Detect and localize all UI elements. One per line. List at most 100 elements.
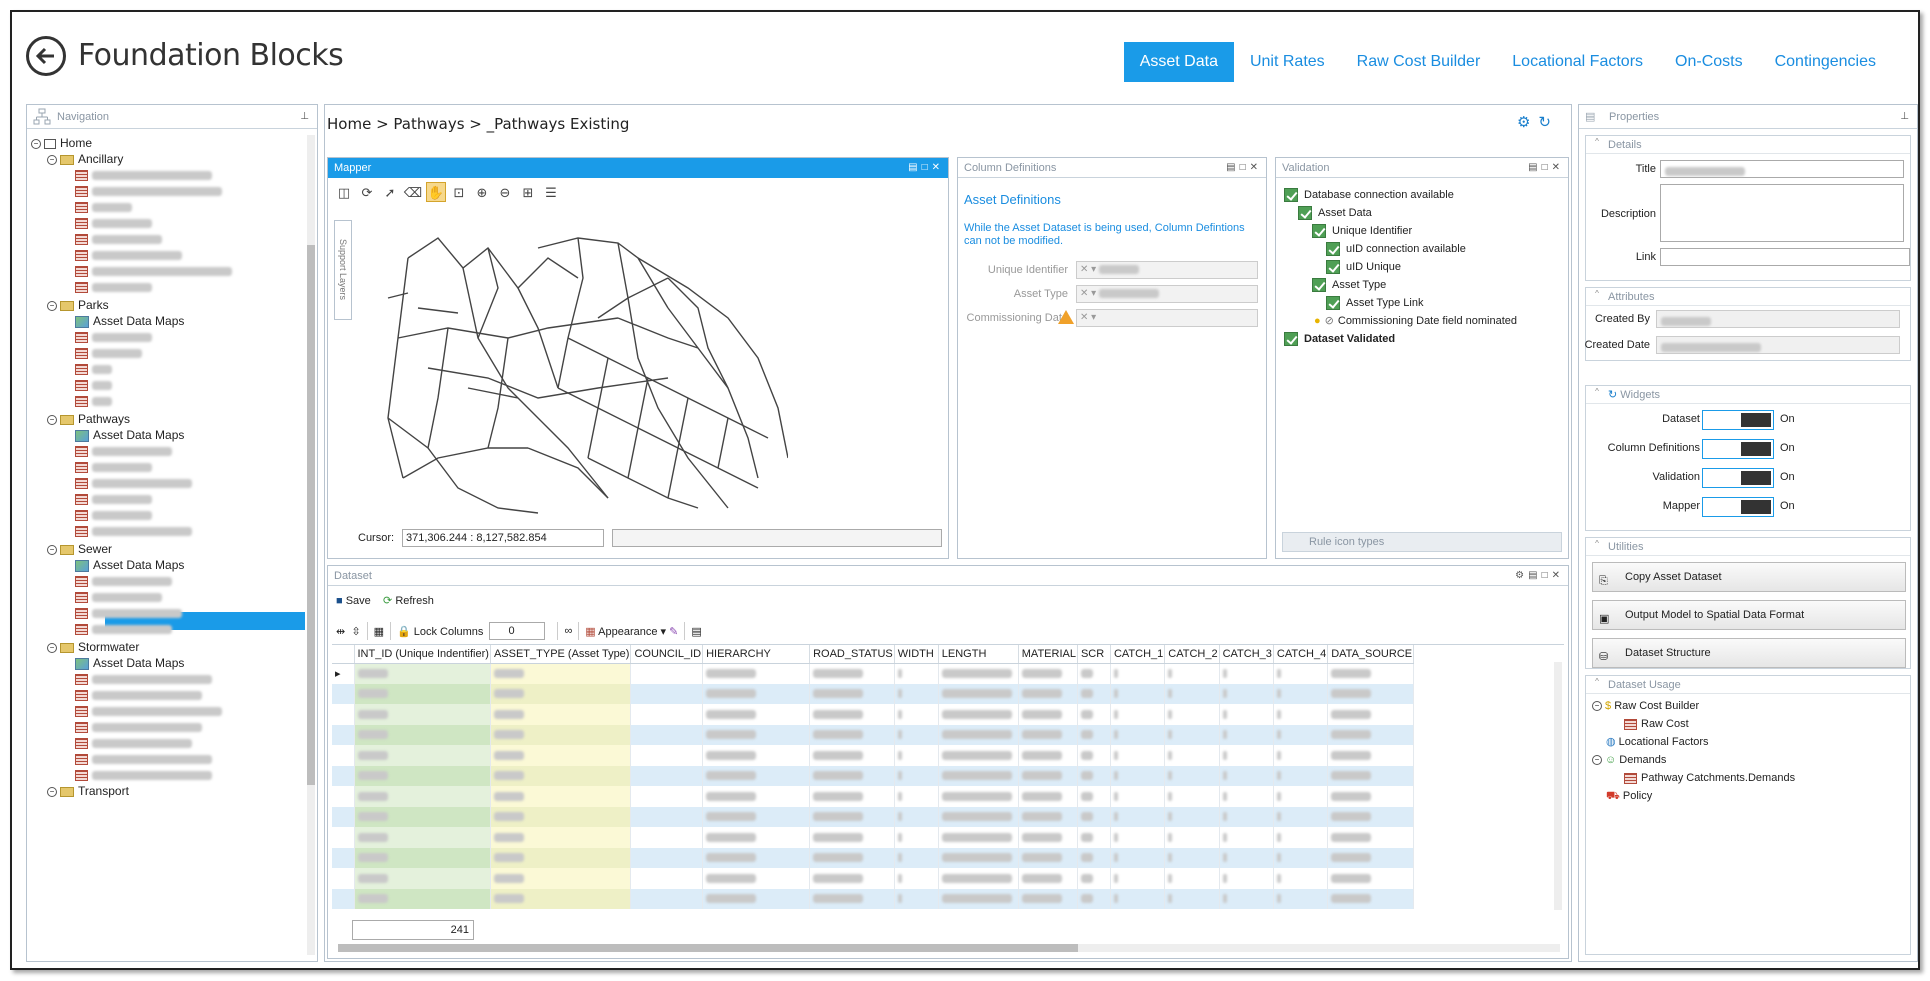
tree-node-transport[interactable]: − Transport (47, 783, 129, 799)
tree-node-item[interactable] (75, 687, 202, 703)
tree-node-item[interactable] (75, 263, 232, 279)
tree-node-pathways-maps[interactable]: Asset Data Maps (75, 427, 184, 443)
table-cell[interactable] (894, 704, 939, 725)
table-cell[interactable] (354, 868, 491, 889)
table-cell[interactable] (894, 827, 939, 848)
table-cell[interactable] (1273, 663, 1329, 684)
table-cell[interactable] (1327, 683, 1415, 704)
table-cell[interactable] (1219, 765, 1274, 786)
table-cell[interactable] (702, 786, 811, 807)
table-row[interactable] (332, 868, 1415, 889)
table-cell[interactable] (1077, 847, 1111, 868)
table-cell[interactable] (809, 888, 895, 909)
zoom-window-icon[interactable]: ⊡ (453, 185, 465, 200)
usage-item-raw-cost-builder[interactable]: − $ Raw Cost Builder (1592, 698, 1699, 714)
table-cell[interactable] (1219, 683, 1274, 704)
table-cell[interactable] (894, 806, 939, 827)
collapse-icon[interactable]: − (47, 154, 57, 165)
table-row[interactable] (332, 704, 1415, 725)
column-header[interactable]: SCR (1077, 645, 1111, 664)
table-cell[interactable] (938, 704, 1019, 725)
tree-node-item[interactable] (75, 735, 192, 751)
table-cell[interactable] (1273, 765, 1329, 786)
table-cell[interactable] (894, 786, 939, 807)
table-cell[interactable] (1018, 786, 1078, 807)
tree-node-item[interactable] (75, 523, 192, 539)
usage-item-raw-cost[interactable]: Raw Cost (1624, 716, 1689, 732)
table-cell[interactable] (1327, 827, 1415, 848)
table-cell[interactable] (630, 786, 704, 807)
table-cell[interactable] (938, 683, 1019, 704)
tree-node-item[interactable] (75, 329, 152, 345)
table-cell[interactable] (490, 724, 632, 745)
table-cell[interactable] (1110, 683, 1166, 704)
table-cell[interactable] (702, 745, 811, 766)
pin-icon[interactable]: ⊥ (300, 111, 313, 122)
tree-node-item[interactable] (75, 751, 212, 767)
table-cell[interactable] (702, 683, 811, 704)
table-cell[interactable] (490, 765, 632, 786)
zoom-extent-icon[interactable]: ⊞ (522, 185, 534, 200)
table-cell[interactable] (1327, 888, 1415, 909)
table-cell[interactable] (894, 847, 939, 868)
table-cell[interactable] (1018, 847, 1078, 868)
table-cell[interactable] (354, 786, 491, 807)
table-cell[interactable] (490, 683, 632, 704)
column-header[interactable]: HIERARCHY (702, 645, 811, 664)
table-cell[interactable] (809, 683, 895, 704)
tree-node-item[interactable] (75, 767, 212, 783)
tree-node-sewer-maps[interactable]: Asset Data Maps (75, 557, 184, 573)
maximize-icon[interactable]: □ (1541, 162, 1552, 173)
print-icon[interactable]: ▤ (1226, 162, 1240, 173)
table-cell[interactable] (1327, 806, 1415, 827)
table-cell[interactable] (894, 868, 939, 889)
usage-item-locational-factors[interactable]: ◍ Locational Factors (1606, 734, 1709, 750)
table-cell[interactable] (490, 868, 632, 889)
tab-on-costs[interactable]: On-Costs (1675, 53, 1743, 70)
attributes-header[interactable]: Attributes (1586, 288, 1910, 306)
table-cell[interactable] (1273, 847, 1329, 868)
back-button[interactable] (26, 36, 66, 76)
table-cell[interactable] (630, 847, 704, 868)
table-cell[interactable] (1077, 888, 1111, 909)
unique-identifier-select[interactable]: ✕ ▾ (1076, 261, 1258, 279)
grid-horizontal-scrollbar-thumb[interactable] (338, 944, 1078, 952)
table-cell[interactable] (630, 724, 704, 745)
table-cell[interactable] (490, 786, 632, 807)
table-cell[interactable] (894, 745, 939, 766)
refresh-icon[interactable]: ↻ (1538, 114, 1559, 131)
rule-icon-types-bar[interactable]: Rule icon types (1282, 532, 1562, 552)
table-cell[interactable] (1077, 868, 1111, 889)
table-cell[interactable] (1018, 806, 1078, 827)
table-row[interactable] (332, 745, 1415, 766)
table-cell[interactable] (1110, 847, 1166, 868)
table-cell[interactable] (938, 663, 1019, 684)
column-header[interactable]: ASSET_TYPE (Asset Type) (490, 645, 632, 664)
table-cell[interactable] (1273, 888, 1329, 909)
table-cell[interactable] (1110, 888, 1166, 909)
widgets-header[interactable]: ↻ Widgets (1586, 386, 1910, 404)
tree-node-pathways[interactable]: − Pathways (47, 411, 130, 427)
table-row[interactable] (332, 683, 1415, 704)
table-cell[interactable] (490, 745, 632, 766)
tree-node-item[interactable] (75, 183, 222, 199)
column-header[interactable]: CATCH_4 (1273, 645, 1329, 664)
table-cell[interactable] (1077, 806, 1111, 827)
table-cell[interactable] (1219, 868, 1274, 889)
close-icon[interactable]: ✕ (931, 162, 944, 173)
eraser-icon[interactable]: ⌫ (403, 185, 423, 200)
table-cell[interactable] (1164, 765, 1220, 786)
table-cell[interactable] (1077, 683, 1111, 704)
table-cell[interactable] (938, 868, 1019, 889)
table-cell[interactable] (1219, 704, 1274, 725)
table-cell[interactable] (938, 847, 1019, 868)
table-cell[interactable] (354, 724, 491, 745)
table-cell[interactable] (809, 847, 895, 868)
table-cell[interactable] (938, 827, 1019, 848)
print-icon[interactable]: ▤ (1528, 162, 1542, 173)
copy-grid-icon[interactable]: ▦ (373, 625, 384, 638)
table-cell[interactable] (938, 888, 1019, 909)
column-definitions-toggle[interactable] (1702, 439, 1774, 459)
collapse-icon[interactable]: − (1592, 701, 1602, 712)
table-cell[interactable] (1164, 724, 1220, 745)
